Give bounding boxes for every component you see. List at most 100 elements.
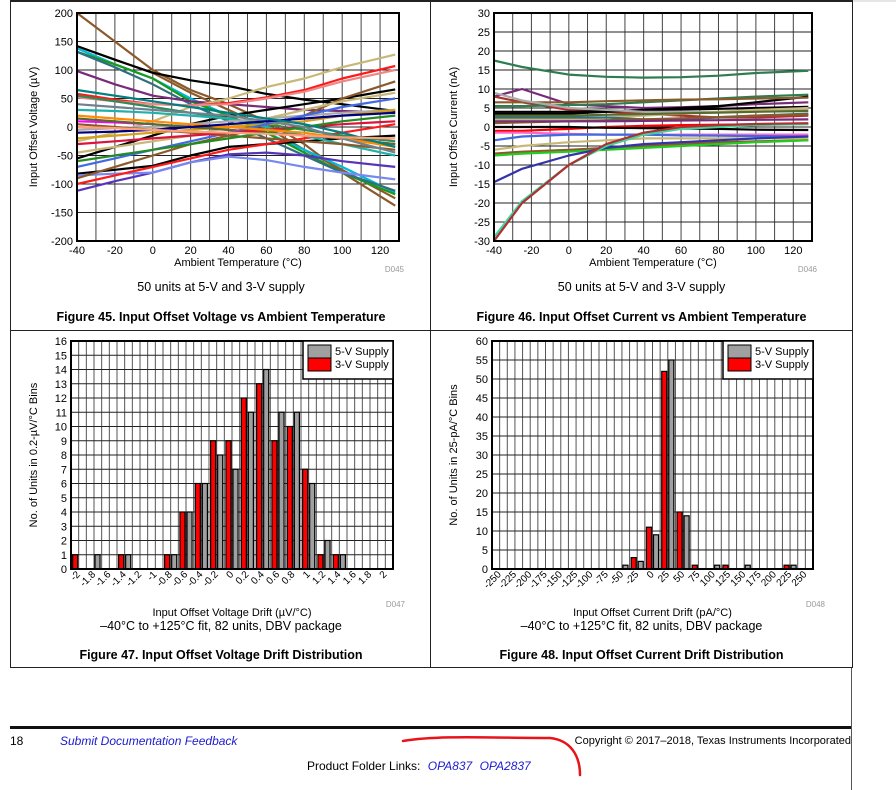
y-tick-label: 15 xyxy=(476,507,488,519)
figure-47-chart: -2-1.8-1.6-1.4-1.2 -1-0.8-0.6-0.4-0.2 00.2… xyxy=(28,336,406,619)
series-line-8 xyxy=(494,106,809,121)
y-axis-label: No. of Units in 0.2-µV/°C Bins xyxy=(28,382,40,527)
x-axis-label: Ambient Temperature (°C) xyxy=(174,257,302,269)
legend-swatch xyxy=(727,344,752,359)
histogram-bar-5v xyxy=(186,511,193,570)
plot-frame xyxy=(493,12,813,242)
histogram-bar-5v xyxy=(278,411,285,570)
y-tick-label: 10 xyxy=(478,84,490,96)
histogram-bar-5v xyxy=(125,554,132,570)
y-tick-label: 10 xyxy=(55,422,67,434)
x-tick-label: -25 xyxy=(623,569,641,587)
figure-48-condition: –40°C to +125°C fit, 82 units, DBV packa… xyxy=(520,619,763,633)
x-tick-label: 60 xyxy=(675,245,687,257)
histogram-bar-3v xyxy=(271,440,278,570)
y-tick-label: 0 xyxy=(482,564,488,576)
x-tick-label: 100 xyxy=(747,245,765,257)
y-tick-label: 20 xyxy=(476,488,488,500)
y-tick-label: 5 xyxy=(484,103,490,115)
histogram-bar-3v xyxy=(302,468,309,570)
y-tick-label: 2 xyxy=(61,536,67,548)
y-tick-label: 40 xyxy=(476,412,488,424)
x-tick-label: -40 xyxy=(486,245,502,257)
y-tick-label: 16 xyxy=(55,336,67,348)
x-tick-label: 40 xyxy=(222,245,234,257)
x-tick-label: 100 xyxy=(333,245,351,257)
figure-47-condition: –40°C to +125°C fit, 82 units, DBV packa… xyxy=(100,619,342,633)
histogram-bar-5v xyxy=(668,359,675,570)
y-tick-label: 14 xyxy=(55,365,67,377)
histogram-bar-3v xyxy=(286,425,293,570)
histogram-bar-3v xyxy=(645,526,653,570)
histogram-bar-5v xyxy=(263,368,270,570)
y-tick-label: 3 xyxy=(61,521,67,533)
histogram-bar-5v xyxy=(247,411,254,570)
x-tick-label: 25 xyxy=(656,569,672,585)
y-tick-label: -5 xyxy=(480,141,490,153)
figure-code: D045 xyxy=(385,265,405,274)
histogram-bar-5v xyxy=(637,560,644,570)
annotation-stroke xyxy=(401,736,582,777)
plot-frame xyxy=(76,12,400,242)
series-line-18 xyxy=(76,108,396,157)
histogram-bar-5v xyxy=(293,411,300,570)
histogram-bar-5v xyxy=(652,534,660,570)
y-tick-label: 7 xyxy=(61,464,67,476)
x-tick-label: 20 xyxy=(600,245,612,257)
x-tick-label: 250 xyxy=(790,569,810,589)
y-tick-label: 100 xyxy=(55,65,73,77)
figure-45-panel: 200 150 100 50 0 -50 -100 -150 -200 -40 -20 0 20 40 60… xyxy=(10,0,432,333)
histogram-bar-5v xyxy=(683,515,690,570)
y-tick-label: -25 xyxy=(474,217,490,229)
y-tick-label: 30 xyxy=(476,450,488,462)
histogram-bar-3v xyxy=(240,397,247,570)
x-tick-label: 0.8 xyxy=(280,569,298,587)
histogram-bar-3v xyxy=(118,554,125,570)
x-tick-label: 1.8 xyxy=(357,569,375,587)
histogram-bar-3v xyxy=(194,482,201,570)
y-tick-label: 6 xyxy=(61,479,67,491)
viewer-margin xyxy=(851,0,896,790)
series-line-29 xyxy=(76,111,396,134)
y-tick-label: 0 xyxy=(484,122,490,134)
footer-rule xyxy=(10,726,851,729)
histogram-bar-5v xyxy=(324,539,331,570)
series-line-2 xyxy=(76,45,396,113)
histogram-bar-3v xyxy=(661,370,668,570)
figure-46-condition: 50 units at 5-V and 3-V supply xyxy=(557,280,726,294)
product-link-opa2837[interactable]: OPA2837 xyxy=(479,759,531,773)
histogram-bar-5v xyxy=(232,468,239,570)
x-tick-label: 60 xyxy=(260,245,272,257)
y-tick-label: -30 xyxy=(474,236,490,248)
series-line-15 xyxy=(493,139,809,155)
x-tick-label: 50 xyxy=(672,569,688,585)
histogram-bar-5v xyxy=(217,454,224,570)
figure-47-panel: -2 -1.8 -1.6 -1.4 -1.2 -1 -0.8 -0.6 -0.4 -0.2 0 0.2… xyxy=(10,330,432,668)
figure-48-title: Figure 48. Input Offset Current Drift Di… xyxy=(499,648,784,662)
x-tick-label: -0.2 xyxy=(201,569,221,589)
y-tick-label: 1 xyxy=(61,550,67,562)
product-link-opa837[interactable]: OPA837 xyxy=(427,759,473,773)
x-tick-label: 40 xyxy=(638,245,650,257)
y-tick-label: -150 xyxy=(51,208,73,220)
y-tick-label: -10 xyxy=(474,160,490,172)
y-tick-label: 5 xyxy=(61,493,67,505)
submit-feedback-link[interactable]: Submit Documentation Feedback xyxy=(60,734,238,748)
x-axis-label: Input Offset Current Drift (pA/°C) xyxy=(573,607,732,619)
series-line-19 xyxy=(493,122,809,242)
x-tick-label: 80 xyxy=(298,245,310,257)
legend-label: 3-V Supply xyxy=(335,359,389,371)
y-axis-label: No. of Units in 25-pA/°C Bins xyxy=(448,384,460,526)
handwritten-annotation xyxy=(401,736,582,777)
x-tick-label: 20 xyxy=(185,245,197,257)
legend-label: 3-V Supply xyxy=(755,359,809,371)
histogram-bar-5v xyxy=(309,482,316,570)
y-tick-label: -200 xyxy=(51,236,73,248)
histogram-bar-3v xyxy=(332,554,339,570)
series-line-28 xyxy=(76,103,396,154)
x-tick-label: 80 xyxy=(712,245,724,257)
y-tick-label: 15 xyxy=(55,350,67,362)
y-tick-label: 150 xyxy=(55,37,73,49)
x-axis-label: Input Offset Voltage Drift (µV/°C) xyxy=(152,607,311,619)
